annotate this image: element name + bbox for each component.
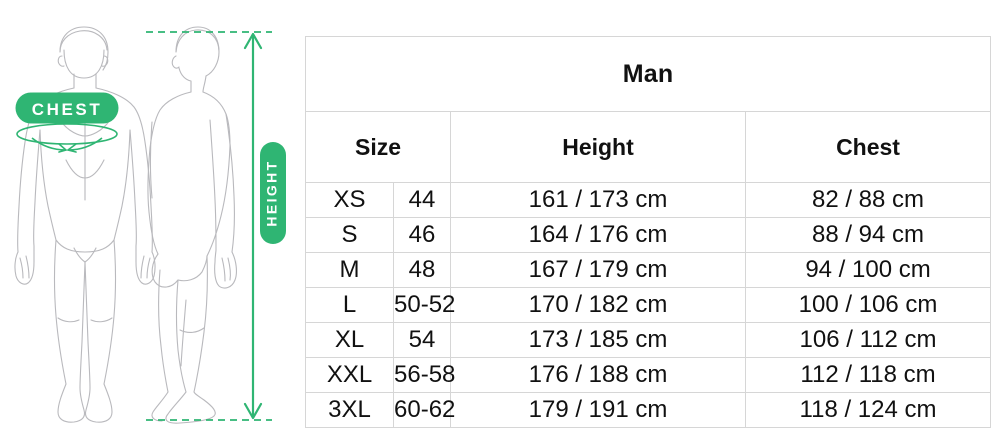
table-row: L 50-52 170 / 182 cm 100 / 106 cm [305,287,992,323]
male-front-body-icon [14,26,156,423]
chest-tape-ellipse-icon [16,123,118,151]
measurement-illustration: CHEST HEIGHT [0,0,300,436]
cell-size-number: 50-52 [393,287,455,323]
table-row: 3XL 60-62 179 / 191 cm 118 / 124 cm [305,392,992,428]
height-guide-dashes [146,31,272,421]
cell-size-label: M [305,252,394,288]
chest-label-text: CHEST [32,100,103,119]
cell-size-number: 56-58 [393,357,455,393]
size-chart-table: Man Size Height Chest XS 44 161 / 173 cm… [304,36,992,428]
size-chart-table-container: Man Size Height Chest XS 44 161 / 173 cm… [304,36,992,428]
column-header-size: Size [305,111,451,183]
cell-chest: 112 / 118 cm [744,357,992,393]
cell-size-label: XS [305,182,394,218]
height-double-arrow-icon [243,32,263,420]
cell-chest: 94 / 100 cm [744,252,992,288]
cell-size-number: 48 [393,252,451,288]
cell-chest: 88 / 94 cm [744,217,992,253]
height-label-text: HEIGHT [264,159,280,226]
chest-arrowheads-icon [58,143,77,153]
cell-size-number: 54 [393,322,451,358]
cell-size-number: 60-62 [393,392,455,428]
page-title: Man [304,36,992,112]
table-row: XS 44 161 / 173 cm 82 / 88 cm [305,182,992,218]
cell-size-label: XL [305,322,394,358]
cell-height: 173 / 185 cm [450,322,746,358]
cell-size-number: 44 [393,182,451,218]
cell-height: 176 / 188 cm [450,357,746,393]
cell-size-label: 3XL [305,392,394,428]
cell-chest: 118 / 124 cm [744,392,992,428]
table-row: XL 54 173 / 185 cm 106 / 112 cm [305,322,992,358]
cell-height: 164 / 176 cm [450,217,746,253]
cell-size-label: XXL [305,357,394,393]
male-side-body-icon [147,26,237,424]
cell-chest: 100 / 106 cm [744,287,992,323]
column-header-height: Height [450,111,746,183]
cell-chest: 82 / 88 cm [744,182,992,218]
cell-height: 161 / 173 cm [450,182,746,218]
cell-height: 167 / 179 cm [450,252,746,288]
table-header-row: Size Height Chest [305,111,992,183]
table-row: XXL 56-58 176 / 188 cm 112 / 118 cm [305,357,992,393]
cell-size-label: S [305,217,394,253]
height-label-badge: HEIGHT [260,142,286,244]
cell-size-number: 46 [393,217,451,253]
cell-size-label: L [305,287,394,323]
table-row: S 46 164 / 176 cm 88 / 94 cm [305,217,992,253]
cell-height: 170 / 182 cm [450,287,746,323]
table-row: M 48 167 / 179 cm 94 / 100 cm [305,252,992,288]
table-title-row: Man [304,36,992,112]
chest-label-badge: CHEST [15,92,119,124]
column-header-chest: Chest [744,111,992,183]
cell-chest: 106 / 112 cm [744,322,992,358]
cell-height: 179 / 191 cm [450,392,746,428]
